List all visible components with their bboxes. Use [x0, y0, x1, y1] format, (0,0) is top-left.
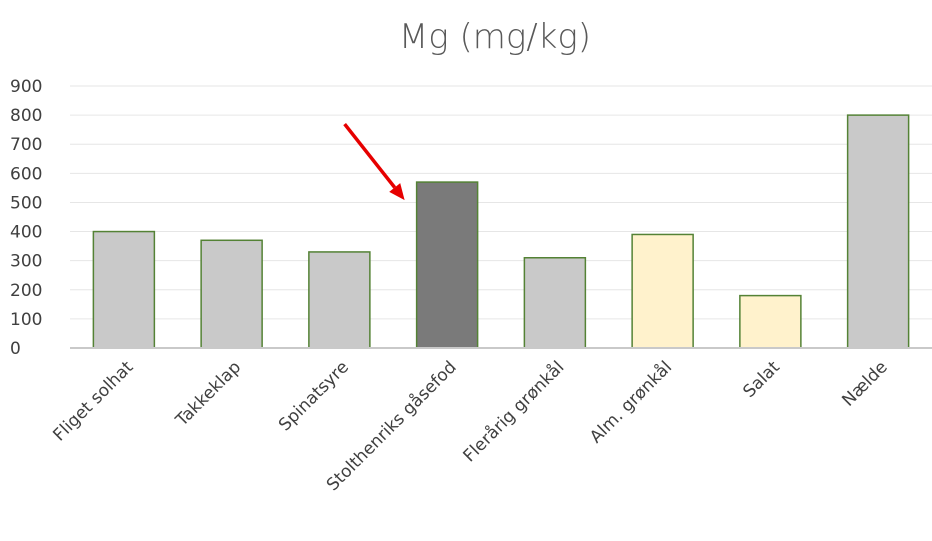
- bar: [308, 251, 371, 349]
- x-axis-tick-labels: Fliget solhat Takkeklap SpinatsyreStolthen…: [49, 357, 891, 495]
- arrow-shaft: [343, 122, 397, 189]
- bar: [739, 294, 802, 349]
- y-tick-label: 0: [10, 339, 21, 359]
- x-tick-label: Alm. grønkål: [585, 357, 676, 448]
- bar: [415, 181, 479, 349]
- y-tick-label: 800: [10, 106, 42, 126]
- bar: [846, 114, 910, 349]
- bar: [631, 233, 694, 349]
- arrow-head: [389, 183, 405, 201]
- x-tick-label: Spinatsyre: [275, 357, 353, 435]
- y-tick-label: 500: [10, 193, 42, 213]
- x-tick-label: Flerårig grønkål: [459, 357, 569, 467]
- bar: [200, 239, 263, 349]
- highlight-arrow: [343, 122, 405, 201]
- bar: [92, 230, 156, 349]
- y-tick-label: 600: [10, 164, 42, 184]
- bars: [92, 114, 910, 349]
- x-tick-label: Takkeklap: [171, 357, 245, 431]
- y-tick-label: 400: [10, 223, 42, 243]
- y-tick-label: 700: [10, 135, 42, 155]
- y-tick-label: 200: [10, 281, 42, 301]
- y-tick-label: 300: [10, 252, 42, 272]
- y-axis-tick-labels: 0 100 200 300 400 500 600 700 800 900: [10, 77, 42, 359]
- gridlines: [70, 85, 932, 320]
- y-tick-label: 100: [10, 310, 42, 330]
- x-tick-label: Nælde: [838, 357, 891, 410]
- chart-title: Mg (mg/kg): [399, 17, 591, 57]
- bar: [523, 257, 587, 349]
- y-tick-label: 900: [10, 77, 42, 97]
- x-tick-label: Fliget solhat: [49, 357, 137, 445]
- x-tick-label: Salat: [739, 357, 784, 402]
